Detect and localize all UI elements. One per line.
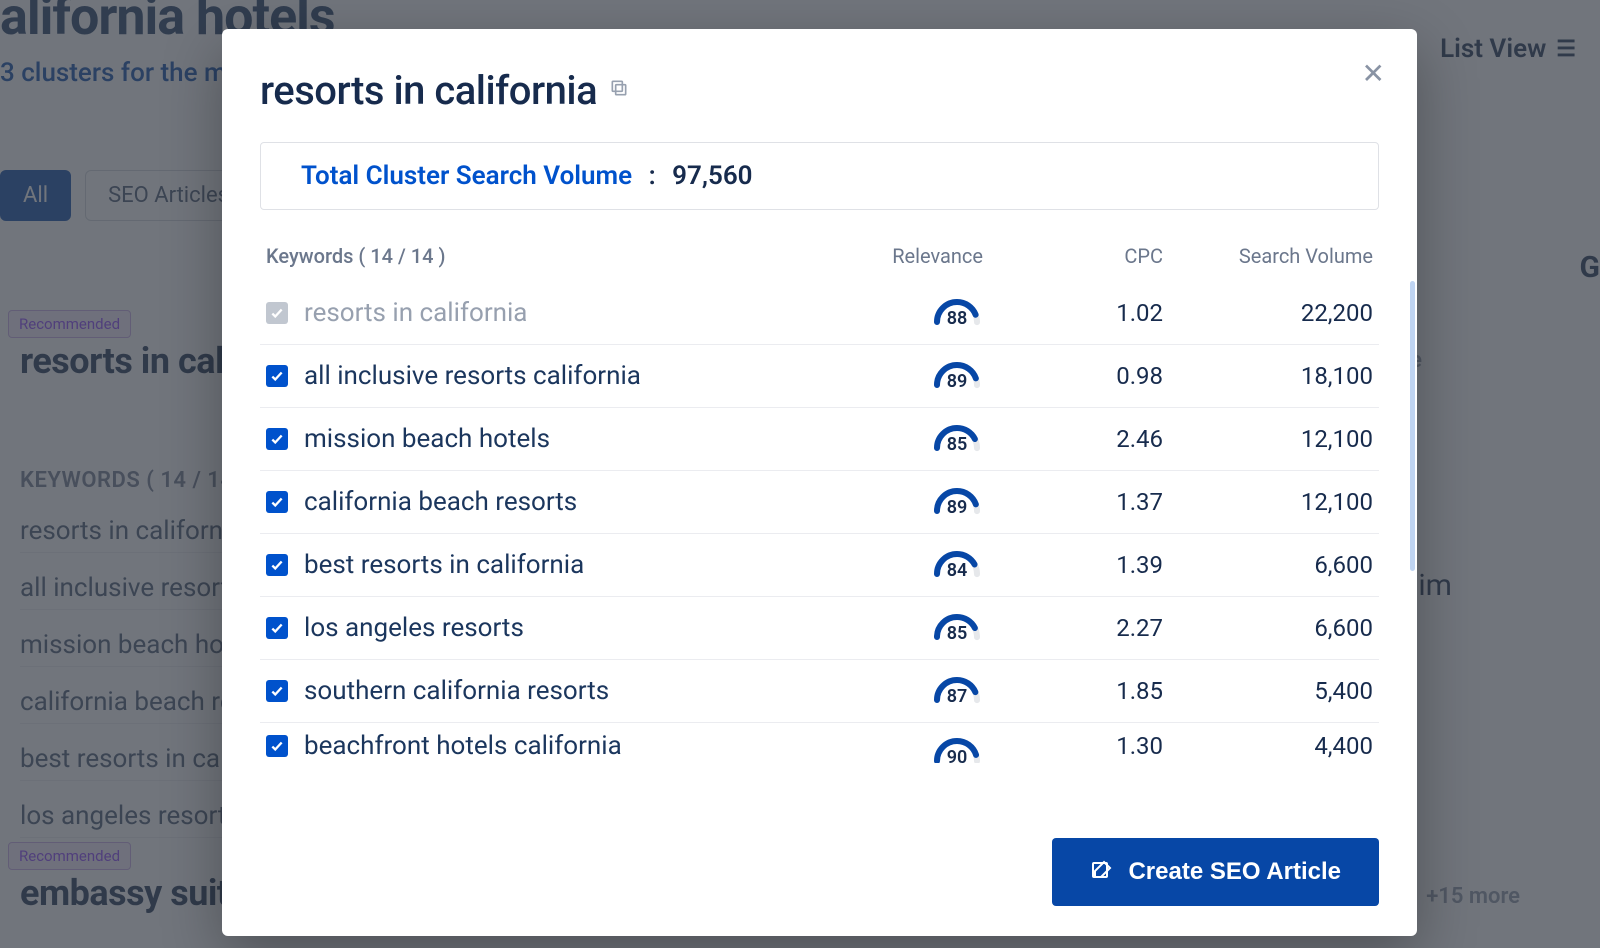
- keyword-checkbox[interactable]: [266, 302, 288, 324]
- keyword-text: best resorts in california: [304, 550, 584, 580]
- relevance-gauge: 90: [931, 735, 983, 763]
- cpc-value: 1.30: [983, 732, 1163, 760]
- create-seo-article-button[interactable]: Create SEO Article: [1052, 838, 1379, 906]
- cpc-value: 1.39: [983, 551, 1163, 579]
- copy-icon[interactable]: [609, 78, 629, 103]
- keyword-checkbox[interactable]: [266, 735, 288, 757]
- cpc-value: 1.85: [983, 677, 1163, 705]
- keyword-checkbox[interactable]: [266, 428, 288, 450]
- col-keywords: Keywords ( 14 / 14 ): [266, 244, 823, 268]
- col-cpc: CPC: [983, 244, 1163, 268]
- relevance-value: 89: [931, 497, 983, 518]
- keyword-text: southern california resorts: [304, 676, 609, 706]
- modal-footer: Create SEO Article: [260, 810, 1379, 906]
- relevance-gauge: 84: [931, 548, 983, 582]
- relevance-gauge: 89: [931, 485, 983, 519]
- volume-value: 12,100: [1163, 488, 1373, 516]
- volume-value: 22,200: [1163, 299, 1373, 327]
- volume-value: 6,600: [1163, 614, 1373, 642]
- keyword-checkbox[interactable]: [266, 554, 288, 576]
- volume-value: 4,400: [1163, 732, 1373, 760]
- volume-value: 5,400: [1163, 677, 1373, 705]
- table-row: best resorts in california 841.396,600: [260, 534, 1379, 597]
- relevance-value: 89: [931, 371, 983, 392]
- col-search-volume: Search Volume: [1163, 244, 1373, 268]
- col-relevance: Relevance: [823, 244, 983, 268]
- cta-label: Create SEO Article: [1128, 858, 1341, 886]
- relevance-gauge: 88: [931, 296, 983, 330]
- relevance-gauge: 89: [931, 359, 983, 393]
- total-volume-label: Total Cluster Search Volume: [301, 161, 632, 191]
- keyword-text: california beach resorts: [304, 487, 577, 517]
- volume-value: 12,100: [1163, 425, 1373, 453]
- relevance-value: 85: [931, 434, 983, 455]
- keyword-checkbox[interactable]: [266, 680, 288, 702]
- keyword-text: all inclusive resorts california: [304, 361, 641, 391]
- relevance-gauge: 87: [931, 674, 983, 708]
- cpc-value: 1.37: [983, 488, 1163, 516]
- keyword-checkbox[interactable]: [266, 617, 288, 639]
- relevance-value: 85: [931, 623, 983, 644]
- keyword-table-body: resorts in california 881.0222,200 all inc…: [260, 282, 1379, 763]
- table-row: mission beach hotels 852.4612,100: [260, 408, 1379, 471]
- relevance-value: 90: [931, 747, 983, 763]
- colon: :: [642, 161, 662, 191]
- table-row: all inclusive resorts california 890.9818…: [260, 345, 1379, 408]
- keyword-checkbox[interactable]: [266, 365, 288, 387]
- cpc-value: 0.98: [983, 362, 1163, 390]
- cpc-value: 2.27: [983, 614, 1163, 642]
- relevance-gauge: 85: [931, 422, 983, 456]
- relevance-value: 87: [931, 686, 983, 707]
- cpc-value: 1.02: [983, 299, 1163, 327]
- relevance-value: 88: [931, 308, 983, 329]
- keyword-text: beachfront hotels california: [304, 731, 622, 761]
- keyword-checkbox[interactable]: [266, 491, 288, 513]
- edit-icon: [1090, 860, 1114, 884]
- table-row: beachfront hotels california 901.304,400: [260, 723, 1379, 763]
- keyword-text: mission beach hotels: [304, 424, 550, 454]
- keyword-text: los angeles resorts: [304, 613, 524, 643]
- cpc-value: 2.46: [983, 425, 1163, 453]
- volume-value: 18,100: [1163, 362, 1373, 390]
- table-row: resorts in california 881.0222,200: [260, 282, 1379, 345]
- modal-title: resorts in california: [260, 67, 1379, 114]
- total-volume-value: 97,560: [672, 161, 752, 191]
- modal-title-text: resorts in california: [260, 67, 597, 114]
- table-row: southern california resorts 871.855,400: [260, 660, 1379, 723]
- total-volume-box: Total Cluster Search Volume : 97,560: [260, 142, 1379, 210]
- table-row: los angeles resorts 852.276,600: [260, 597, 1379, 660]
- relevance-gauge: 85: [931, 611, 983, 645]
- keyword-text: resorts in california: [304, 298, 527, 328]
- table-row: california beach resorts 891.3712,100: [260, 471, 1379, 534]
- relevance-value: 84: [931, 560, 983, 581]
- cluster-detail-modal: ✕ resorts in california Total Cluster Se…: [222, 29, 1417, 936]
- scrollbar[interactable]: [1410, 281, 1415, 571]
- volume-value: 6,600: [1163, 551, 1373, 579]
- table-header: Keywords ( 14 / 14 ) Relevance CPC Searc…: [260, 244, 1379, 282]
- close-icon[interactable]: ✕: [1362, 57, 1385, 90]
